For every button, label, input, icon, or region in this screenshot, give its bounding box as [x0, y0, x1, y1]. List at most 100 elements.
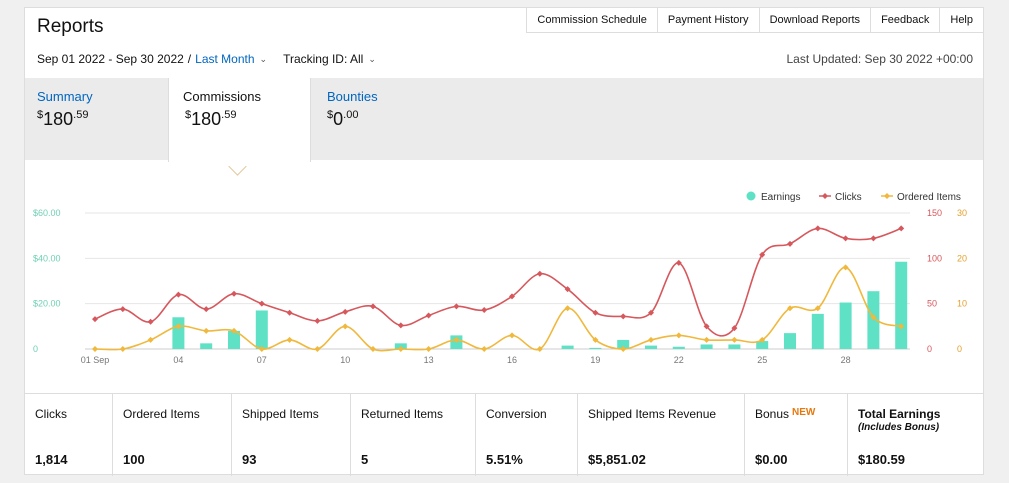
tab-summary-label: Summary — [37, 89, 93, 104]
y-axis-tick-label: $60.00 — [33, 208, 61, 218]
clicks-point — [592, 309, 599, 316]
tab-bounties[interactable]: Bounties $0.00 — [315, 78, 455, 160]
earnings-bar — [589, 347, 602, 349]
x-axis-tick-label: 19 — [590, 355, 600, 365]
ordered-items-point — [258, 346, 265, 352]
reports-panel: Reports Commission Schedule Payment Hist… — [24, 7, 984, 476]
stat-bonus: Bonus NEW $0.00 — [745, 394, 848, 476]
x-axis-tick-label: 25 — [757, 355, 767, 365]
tracking-id-dropdown[interactable]: Tracking ID: All — [283, 52, 364, 66]
ordered-items-point — [342, 323, 349, 330]
chevron-down-icon[interactable]: ⌄ — [368, 53, 376, 64]
clicks-point — [175, 291, 182, 298]
ordered-items-point — [314, 346, 321, 352]
page-title: Reports — [37, 16, 104, 37]
x-axis-tick-label: 22 — [674, 355, 684, 365]
ordered-items-point — [564, 305, 571, 312]
date-separator: / — [187, 52, 192, 66]
clicks-point — [314, 317, 321, 324]
tab-commissions[interactable]: Commissions $180.59 — [168, 78, 311, 162]
ordered-items-point — [397, 346, 404, 352]
earnings-bar — [811, 313, 824, 349]
ordered-items-line — [94, 266, 902, 352]
payment-history-link[interactable]: Payment History — [657, 7, 760, 33]
tab-commissions-value: $180.59 — [185, 109, 237, 129]
summary-stats: Clicks 1,814 Ordered Items 100 Shipped I… — [25, 393, 983, 476]
ordered-items-point — [509, 332, 515, 339]
stat-shipped-items: Shipped Items 93 — [232, 394, 351, 476]
clicks-line — [94, 227, 902, 337]
ordered-items-point — [648, 336, 654, 343]
clicks-axis-tick-label: 50 — [927, 299, 937, 309]
tab-summary-value: $180.59 — [37, 109, 89, 129]
ordered-items-point — [787, 305, 793, 312]
chevron-down-icon[interactable]: ⌄ — [259, 53, 268, 64]
clicks-axis-tick-label: 100 — [927, 253, 942, 263]
download-reports-link[interactable]: Download Reports — [759, 7, 872, 33]
ordered-items-point — [814, 305, 821, 312]
ordered-items-point — [119, 346, 126, 352]
legend-label: Clicks — [835, 192, 862, 203]
stat-total-earnings: Total Earnings (Includes Bonus) $180.59 — [858, 407, 941, 467]
ordered-items-point — [203, 327, 210, 334]
ordered-items-point — [731, 336, 738, 343]
stat-shipped-items-revenue: Shipped Items Revenue $5,851.02 — [578, 394, 745, 476]
clicks-point — [759, 251, 766, 258]
ordered-items-point — [620, 346, 627, 352]
clicks-point — [147, 318, 154, 325]
y-axis-tick-label: 0 — [33, 344, 38, 354]
ordered-axis-tick-label: 10 — [957, 299, 967, 309]
tab-summary[interactable]: Summary $180.59 — [25, 78, 165, 160]
clicks-point — [703, 323, 710, 330]
clicks-point — [481, 307, 488, 314]
earnings-bar — [200, 343, 213, 349]
clicks-point — [92, 316, 98, 323]
clicks-point — [842, 235, 849, 242]
clicks-point — [509, 293, 515, 300]
legend-label: Ordered Items — [897, 192, 961, 203]
ordered-items-point — [453, 336, 460, 343]
stat-clicks: Clicks 1,814 — [25, 394, 113, 476]
ordered-items-point — [92, 346, 98, 352]
help-link[interactable]: Help — [940, 7, 984, 33]
clicks-point — [342, 308, 349, 315]
earnings-bar — [756, 341, 769, 349]
clicks-point — [898, 225, 905, 232]
ordered-axis-tick-label: 0 — [957, 344, 962, 354]
earnings-bar — [895, 261, 908, 349]
stat-conversion: Conversion 5.51% — [476, 394, 578, 476]
ordered-items-point — [675, 332, 682, 339]
earnings-bar — [228, 330, 240, 349]
ordered-items-point — [870, 314, 877, 321]
clicks-point — [564, 286, 571, 293]
ordered-items-point — [147, 336, 154, 343]
clicks-point — [258, 300, 265, 307]
legend-marker — [746, 191, 756, 201]
earnings-bar — [700, 344, 713, 349]
clicks-point — [203, 306, 210, 313]
clicks-point — [620, 313, 627, 320]
earnings-bar — [172, 317, 185, 349]
feedback-link[interactable]: Feedback — [871, 7, 941, 33]
earnings-bar — [255, 310, 268, 349]
clicks-point — [453, 303, 460, 310]
legend-marker — [822, 193, 828, 199]
date-filter-row: Sep 01 2022 - Sep 30 2022 / Last Month ⌄… — [37, 52, 376, 66]
ordered-items-point — [703, 336, 710, 343]
x-axis-tick-label: 10 — [340, 355, 350, 365]
x-axis-tick-label: 16 — [507, 355, 517, 365]
ordered-items-point — [536, 346, 543, 352]
ordered-axis-tick-label: 20 — [957, 253, 967, 263]
x-axis-tick-label: 13 — [424, 355, 434, 365]
date-range: Sep 01 2022 - Sep 30 2022 — [37, 52, 184, 66]
clicks-point — [231, 290, 237, 297]
ordered-items-point — [231, 327, 237, 334]
date-preset-dropdown[interactable]: Last Month — [195, 52, 255, 66]
clicks-point — [814, 225, 821, 232]
stat-returned-items: Returned Items 5 — [351, 394, 476, 476]
earnings-bar — [617, 339, 630, 349]
clicks-point — [119, 306, 126, 313]
commission-schedule-link[interactable]: Commission Schedule — [526, 7, 658, 33]
clicks-point — [536, 270, 543, 277]
clicks-point — [425, 312, 432, 319]
